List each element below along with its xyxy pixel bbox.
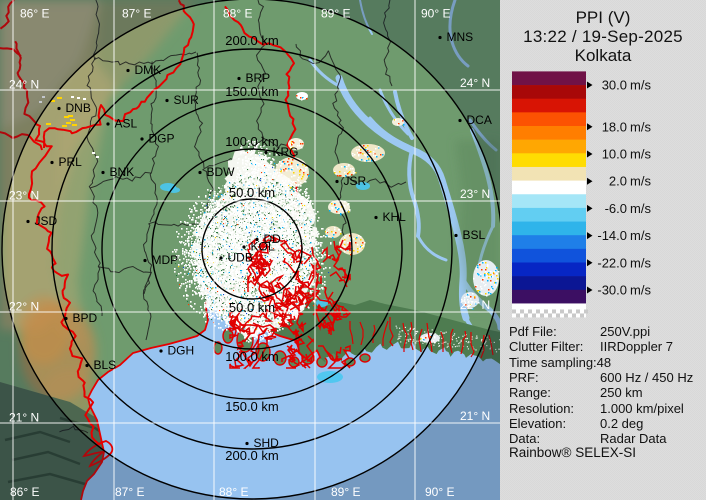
svg-text:-6.0: -6.0: [605, 201, 627, 216]
svg-text:100.0 km: 100.0 km: [225, 134, 278, 149]
svg-text:MDP: MDP: [152, 253, 179, 267]
svg-text:88° E: 88° E: [219, 485, 248, 499]
svg-text:BNK: BNK: [110, 165, 135, 179]
svg-text:m/s: m/s: [630, 228, 651, 243]
svg-text:150.0 km: 150.0 km: [225, 84, 278, 99]
svg-text:BLS: BLS: [94, 358, 117, 372]
svg-text:86° E: 86° E: [20, 7, 49, 21]
svg-text:100.0 km: 100.0 km: [225, 349, 278, 364]
svg-text:PRL: PRL: [59, 155, 83, 169]
svg-text:UDB: UDB: [228, 251, 253, 265]
svg-text:JSD: JSD: [35, 214, 58, 228]
svg-text:21° N: 21° N: [9, 411, 39, 425]
svg-text:m/s: m/s: [630, 201, 651, 216]
svg-text:200.0 km: 200.0 km: [225, 448, 278, 463]
svg-text:KOL: KOL: [251, 240, 275, 254]
svg-text:SUR: SUR: [174, 93, 200, 107]
svg-text:90° E: 90° E: [421, 7, 450, 21]
svg-text:BSL: BSL: [463, 228, 486, 242]
svg-text:KHL: KHL: [383, 210, 407, 224]
svg-text:150.0 km: 150.0 km: [225, 399, 278, 414]
svg-text:m/s: m/s: [630, 119, 651, 134]
svg-text:ASL: ASL: [115, 117, 138, 131]
svg-text:23° N: 23° N: [9, 189, 39, 203]
svg-text:BDW: BDW: [207, 165, 236, 179]
svg-text:DCA: DCA: [467, 113, 492, 127]
svg-text:m/s: m/s: [630, 174, 651, 189]
svg-text:86° E: 86° E: [10, 485, 39, 499]
svg-text:87° E: 87° E: [115, 485, 144, 499]
svg-text:10.0: 10.0: [602, 147, 627, 162]
svg-text:KRG: KRG: [273, 145, 299, 159]
svg-text:SHD: SHD: [254, 436, 280, 450]
svg-text:24° N: 24° N: [460, 76, 490, 90]
svg-text:JSR: JSR: [344, 174, 367, 188]
svg-text:-14.0: -14.0: [597, 228, 627, 243]
svg-text:30.0: 30.0: [602, 78, 627, 93]
svg-text:DGP: DGP: [149, 132, 175, 146]
svg-text:MNS: MNS: [447, 30, 474, 44]
svg-text:22° N: 22° N: [460, 298, 490, 312]
svg-text:-22.0: -22.0: [597, 255, 627, 270]
svg-text:23° N: 23° N: [460, 187, 490, 201]
svg-text:BPD: BPD: [73, 311, 98, 325]
svg-text:200.0 km: 200.0 km: [225, 33, 278, 48]
svg-text:90° E: 90° E: [425, 485, 454, 499]
svg-text:22° N: 22° N: [9, 300, 39, 314]
svg-text:DNB: DNB: [66, 101, 91, 115]
svg-text:50.0 km: 50.0 km: [229, 300, 275, 315]
svg-text:2.0: 2.0: [609, 174, 627, 189]
svg-text:DGH: DGH: [168, 344, 195, 358]
svg-text:m/s: m/s: [630, 147, 651, 162]
svg-text:m/s: m/s: [630, 255, 651, 270]
svg-text:89° E: 89° E: [321, 7, 350, 21]
svg-text:DMK: DMK: [135, 63, 162, 77]
svg-text:DD: DD: [264, 232, 282, 246]
svg-text:89° E: 89° E: [331, 485, 360, 499]
svg-text:24° N: 24° N: [9, 78, 39, 92]
svg-text:m/s: m/s: [630, 78, 651, 93]
svg-text:87° E: 87° E: [122, 7, 151, 21]
svg-text:m/s: m/s: [630, 283, 651, 298]
svg-text:21° N: 21° N: [460, 409, 490, 423]
svg-text:BRP: BRP: [246, 71, 271, 85]
svg-text:50.0 km: 50.0 km: [229, 185, 275, 200]
svg-text:88° E: 88° E: [223, 7, 252, 21]
svg-text:18.0: 18.0: [602, 119, 627, 134]
svg-text:-30.0: -30.0: [597, 283, 627, 298]
